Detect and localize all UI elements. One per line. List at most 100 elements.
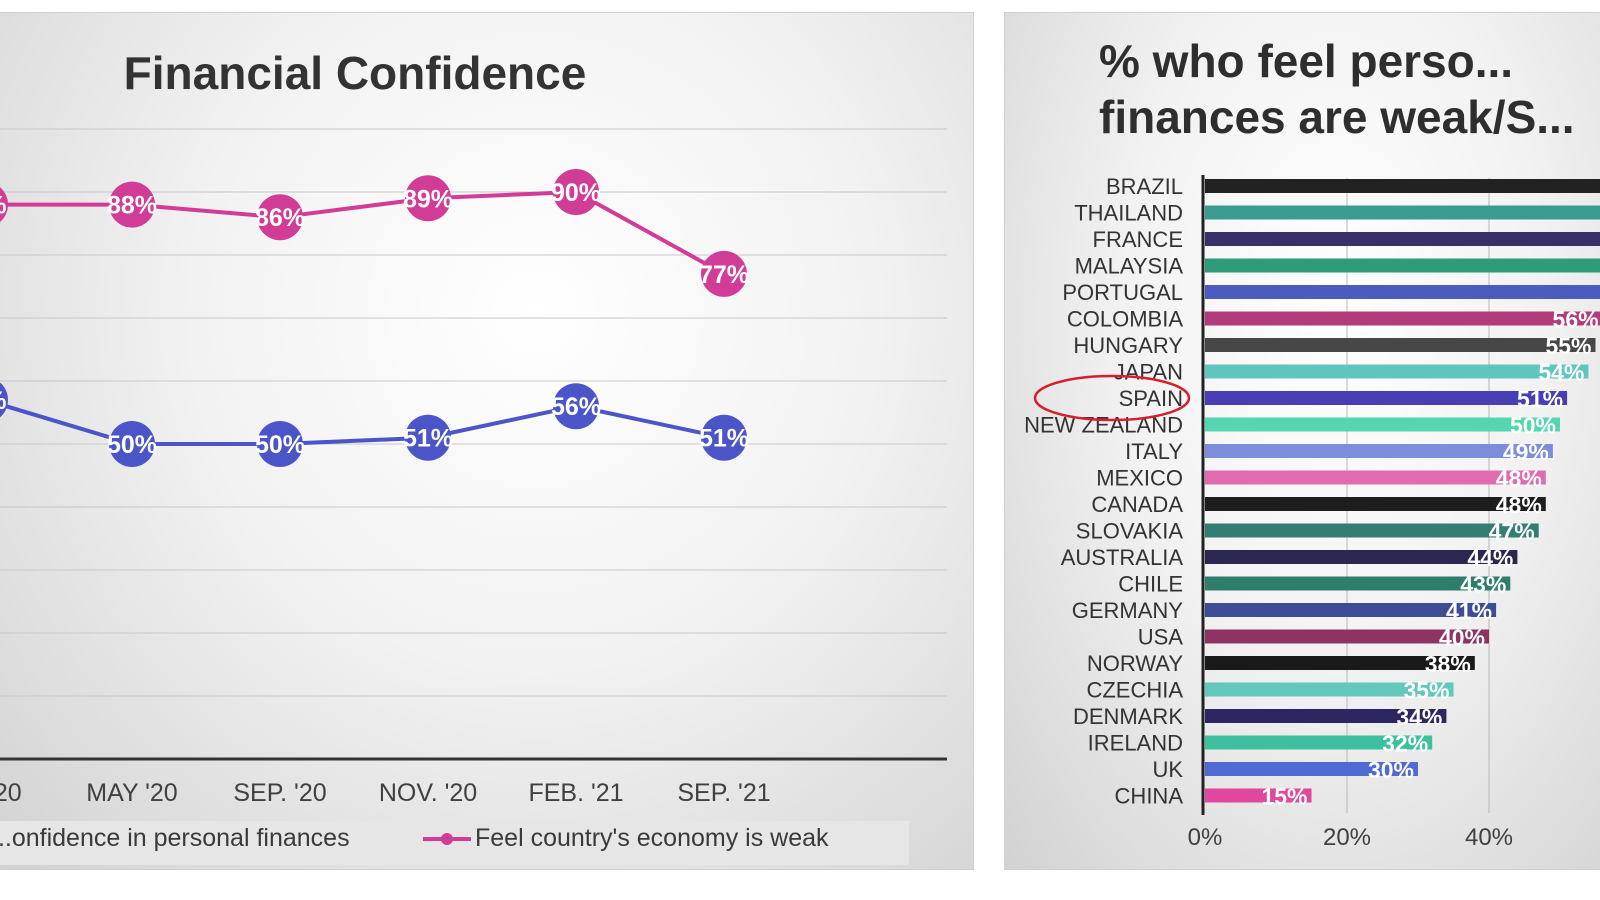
y-tick-label: HUNGARY (1073, 333, 1183, 358)
data-label: 48% (1496, 466, 1542, 492)
y-tick-label: DENMARK (1073, 704, 1183, 729)
bar (1205, 656, 1475, 670)
data-label: 48% (1496, 492, 1542, 518)
x-tick-label: FEB. '21 (528, 779, 623, 807)
bar (1205, 762, 1418, 776)
x-tick-label: MAY '20 (86, 779, 177, 807)
data-point-marker (109, 421, 155, 467)
bar-chart: % who feel perso...finances are weak/S..… (1024, 35, 1600, 851)
y-tick-label: JAPAN (1114, 360, 1183, 385)
spain-highlight-circle (1033, 374, 1191, 422)
data-point-marker (109, 181, 155, 228)
data-point-marker (553, 169, 599, 215)
data-point-marker (701, 250, 747, 297)
data-label: 30% (1368, 757, 1414, 783)
data-point-marker (701, 414, 747, 461)
legend-label-confidence: ...onfidence in personal finances (0, 824, 350, 852)
y-tick-label: USA (1138, 625, 1184, 650)
data-label: 86% (255, 204, 305, 232)
bar (1205, 497, 1546, 511)
y-tick-label: THAILAND (1074, 201, 1183, 226)
y-tick-label: PORTUGAL (1062, 280, 1183, 305)
data-label: 51% (1517, 386, 1563, 412)
y-tick-label: BRAZIL (1106, 174, 1183, 199)
data-label: ...% (0, 192, 7, 220)
bar (1205, 364, 1589, 379)
y-tick-label: MEXICO (1096, 466, 1183, 491)
data-point-marker (553, 383, 599, 430)
data-label: 47% (1489, 519, 1535, 545)
legend-item-economy: Feel country's economy is weak (423, 816, 829, 860)
weak-finances-panel: % who feel perso... finances are weak/S..… (1004, 12, 1600, 870)
data-label: 88% (107, 192, 157, 220)
data-label: 89% (403, 185, 453, 213)
data-label: 35% (1403, 678, 1449, 704)
chart-title-line: finances are weak/S... (1099, 91, 1575, 143)
x-tick-label: 0% (1188, 824, 1223, 851)
data-label: 55% (1545, 333, 1591, 359)
legend-label-economy: Feel country's economy is weak (475, 824, 829, 852)
data-point-marker (0, 382, 8, 418)
x-tick-label: 40% (1465, 824, 1513, 851)
data-label: 77% (699, 261, 749, 289)
data-label: 49% (1503, 439, 1549, 465)
x-tick-label: SEP. '20 (233, 779, 326, 807)
data-label: 50% (107, 431, 157, 459)
data-label: 32% (1382, 731, 1428, 757)
bar (1205, 709, 1447, 723)
chart-title-line: % who feel perso... (1099, 35, 1513, 87)
data-label: 44% (1467, 545, 1513, 571)
bar (1205, 338, 1596, 352)
bar (1205, 576, 1511, 591)
bar (1205, 444, 1553, 458)
data-label: 56% (1553, 307, 1599, 333)
data-label: 51% (403, 425, 453, 453)
series-line-economy (0, 190, 725, 276)
bar (1205, 788, 1312, 803)
y-tick-label: CHILE (1118, 572, 1183, 597)
y-tick-label: CZECHIA (1086, 678, 1183, 703)
y-tick-label: COLOMBIA (1067, 307, 1183, 332)
data-point-marker (257, 421, 303, 467)
series-line-confidence (0, 402, 725, 446)
data-label: 15% (1261, 784, 1307, 810)
line-chart: Financial Confidence ...L '20 MAY '20 SEP. … (0, 47, 947, 807)
bar (1205, 682, 1454, 697)
bar (1205, 391, 1568, 405)
y-tick-label: SLOVAKIA (1076, 519, 1184, 544)
bar (1205, 603, 1497, 617)
data-label: 56% (551, 393, 601, 421)
data-point-marker (405, 414, 451, 461)
data-point-marker (257, 194, 303, 241)
data-label: 54% (1538, 360, 1584, 386)
data-label: 41% (1446, 598, 1492, 624)
x-tick-label: SEP. '21 (677, 779, 770, 807)
data-label: 38% (1425, 651, 1471, 677)
y-tick-label: ITALY (1125, 439, 1183, 464)
bar (1205, 285, 1600, 299)
y-tick-label: UK (1152, 757, 1183, 782)
y-tick-label: SPAIN (1119, 386, 1183, 411)
x-tick-label: NOV. '20 (379, 779, 477, 807)
bar (1205, 205, 1600, 220)
data-label: 51% (699, 425, 749, 453)
bar (1205, 735, 1433, 750)
data-point-marker (405, 175, 451, 222)
data-point-marker (0, 187, 8, 223)
y-tick-label: MALAYSIA (1075, 254, 1184, 279)
y-tick-label: NORWAY (1087, 651, 1183, 676)
legend-marker-economy (423, 833, 471, 846)
x-tick-label: 20% (1323, 824, 1371, 851)
bar (1205, 179, 1600, 193)
data-label: 43% (1460, 572, 1506, 598)
x-tick-label: ...L '20 (0, 779, 22, 807)
bar (1205, 523, 1539, 538)
chart-title: Financial Confidence (124, 47, 587, 99)
y-tick-label: AUSTRALIA (1061, 545, 1184, 570)
bar (1205, 629, 1489, 644)
bar (1205, 470, 1546, 485)
data-label: 50% (1510, 413, 1556, 439)
bar (1205, 550, 1518, 564)
bar (1205, 311, 1600, 326)
bar (1205, 232, 1600, 246)
